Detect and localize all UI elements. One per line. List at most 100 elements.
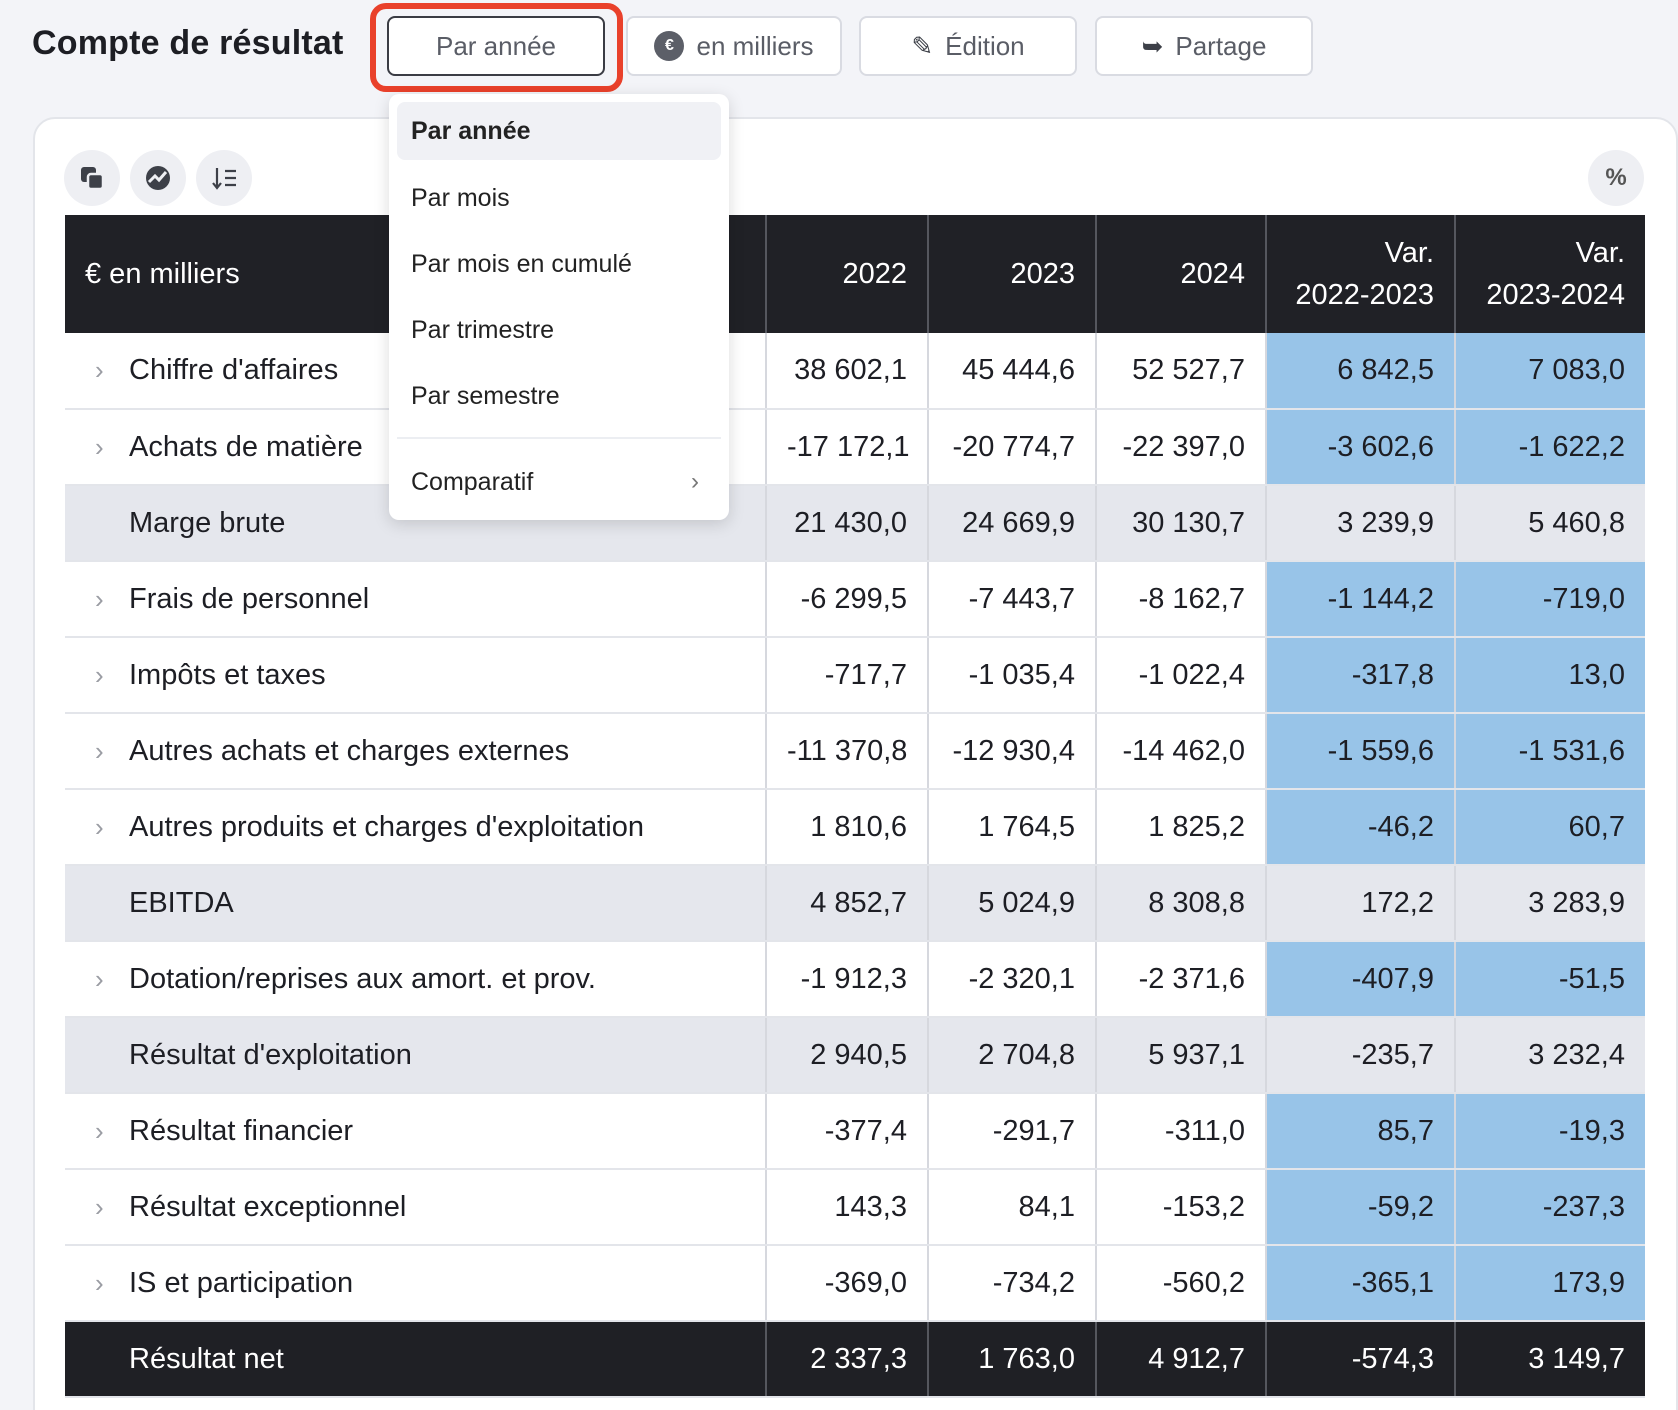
sort-icon: [212, 168, 236, 190]
cell-variance: 3 232,4: [1455, 1017, 1645, 1094]
row-label: Autres produits et charges d'exploitatio…: [129, 810, 644, 843]
period-dropdown-button[interactable]: Par année: [387, 16, 605, 76]
cell-value: 1 825,2: [1096, 789, 1267, 866]
table-row[interactable]: › Frais de personnel -6 299,5 -7 443,7 -8…: [65, 561, 1645, 638]
cell-value: -20 774,7: [928, 409, 1097, 486]
cell-value: 2 704,8: [928, 1017, 1097, 1094]
chevron-right-icon[interactable]: ›: [95, 355, 104, 385]
menu-item-par-semestre[interactable]: Par semestre: [411, 381, 560, 410]
table-row[interactable]: › Résultat financier -377,4 -291,7 -311,0…: [65, 1093, 1645, 1170]
table-row[interactable]: › IS et participation -369,0 -734,2 -560,…: [65, 1245, 1645, 1322]
cell-value: 30 130,7: [1096, 485, 1267, 562]
unit-button[interactable]: € en milliers: [626, 16, 842, 76]
cell-variance: -51,5: [1455, 941, 1645, 1018]
table-row[interactable]: › Autres achats et charges externes -11 3…: [65, 713, 1645, 790]
menu-item-par-mois[interactable]: Par mois: [411, 183, 510, 212]
cell-value: -1 035,4: [928, 637, 1097, 714]
cell-value: -12 930,4: [928, 713, 1097, 790]
cell-value: 38 602,1: [766, 333, 929, 410]
chevron-right-icon[interactable]: ›: [95, 963, 104, 994]
header-2023[interactable]: 2023: [928, 215, 1097, 333]
cell-variance: -1 622,2: [1455, 409, 1645, 486]
cell-value: -11 370,8: [766, 713, 929, 790]
cell-value: -1 912,3: [766, 941, 929, 1018]
cell-variance: 7 083,0: [1455, 333, 1645, 410]
edit-button-label: Édition: [945, 30, 1025, 61]
cell-variance: -1 559,6: [1266, 713, 1456, 790]
header-2022[interactable]: 2022: [766, 215, 929, 333]
cell-value: 8 308,8: [1096, 865, 1267, 942]
header-var-2023-2024[interactable]: Var. 2023-2024: [1455, 215, 1645, 333]
cell-variance: -365,1: [1266, 1245, 1456, 1322]
header-row: € en milliers 2022 2023 2024 Var. 2022-20…: [65, 215, 1645, 333]
row-label: Résultat net: [129, 1342, 284, 1375]
header-2024[interactable]: 2024: [1096, 215, 1267, 333]
chevron-right-icon[interactable]: ›: [95, 431, 104, 462]
cell-value: 4 852,7: [766, 865, 929, 942]
copy-button[interactable]: [64, 150, 120, 206]
cell-value: 1 763,0: [928, 1321, 1097, 1398]
total-row: Résultat net 2 337,3 1 763,0 4 912,7 -57…: [65, 1321, 1645, 1398]
cell-value: -734,2: [928, 1245, 1097, 1322]
cell-value: -153,2: [1096, 1169, 1267, 1246]
cell-value: -2 371,6: [1096, 941, 1267, 1018]
table-row[interactable]: › Chiffre d'affaires 38 602,1 45 444,6 52…: [65, 333, 1645, 410]
chevron-right-icon[interactable]: ›: [95, 1191, 104, 1222]
cell-variance: -1 531,6: [1455, 713, 1645, 790]
cell-value: -8 162,7: [1096, 561, 1267, 638]
chevron-right-icon[interactable]: ›: [95, 659, 104, 690]
row-label: Résultat d'exploitation: [129, 1038, 412, 1071]
row-label: EBITDA: [129, 886, 234, 919]
table-row[interactable]: › Achats de matière -17 172,1 -20 774,7 -…: [65, 409, 1645, 486]
cell-variance: -719,0: [1455, 561, 1645, 638]
cell-variance: 3 283,9: [1455, 865, 1645, 942]
cell-variance: 172,2: [1266, 865, 1456, 942]
cell-value: 84,1: [928, 1169, 1097, 1246]
chart-button[interactable]: [130, 150, 186, 206]
period-dropdown-menu: Par année Par mois Par mois en cumulé Pa…: [389, 94, 729, 520]
row-label: Frais de personnel: [129, 582, 370, 615]
chevron-right-icon[interactable]: ›: [95, 1267, 104, 1298]
chevron-right-icon[interactable]: ›: [95, 811, 104, 842]
comparatif-label: Comparatif: [411, 467, 534, 496]
cell-variance: -235,7: [1266, 1017, 1456, 1094]
page-title: Compte de résultat: [32, 24, 344, 62]
edit-button[interactable]: ✎ Édition: [859, 16, 1077, 76]
chevron-right-icon[interactable]: ›: [95, 583, 104, 614]
income-statement-table: € en milliers 2022 2023 2024 Var. 2022-20…: [65, 215, 1645, 1398]
percent-toggle[interactable]: %: [1588, 150, 1644, 206]
copy-icon: [81, 167, 105, 191]
cell-variance: 173,9: [1455, 1245, 1645, 1322]
header-var-2022-2023[interactable]: Var. 2022-2023: [1266, 215, 1456, 333]
cell-value: -6 299,5: [766, 561, 929, 638]
table-row[interactable]: › Résultat exceptionnel 143,3 84,1 -153,2…: [65, 1169, 1645, 1246]
cell-variance: 5 460,8: [1455, 485, 1645, 562]
chevron-right-icon[interactable]: ›: [95, 1115, 104, 1146]
sort-button[interactable]: [196, 150, 252, 206]
cell-value: -717,7: [766, 637, 929, 714]
cell-value: 21 430,0: [766, 485, 929, 562]
cell-value: -291,7: [928, 1093, 1097, 1170]
period-button-label: Par année: [436, 30, 556, 61]
row-label: Résultat exceptionnel: [129, 1190, 407, 1223]
table-row[interactable]: › Dotation/reprises aux amort. et prov. -…: [65, 941, 1645, 1018]
menu-item-par-annee[interactable]: Par année: [397, 102, 721, 160]
chevron-right-icon: ›: [691, 468, 699, 495]
menu-item-par-mois-cumule[interactable]: Par mois en cumulé: [411, 249, 632, 278]
chevron-right-icon[interactable]: ›: [95, 735, 104, 766]
cell-value: 5 937,1: [1096, 1017, 1267, 1094]
menu-item-par-trimestre[interactable]: Par trimestre: [411, 315, 555, 344]
unit-button-label: en milliers: [696, 30, 814, 61]
subtotal-row: EBITDA 4 852,7 5 024,9 8 308,8 172,2 3 2…: [65, 865, 1645, 942]
menu-item-comparatif[interactable]: Comparatif ›: [397, 453, 721, 511]
cell-value: 2 940,5: [766, 1017, 929, 1094]
cell-value: 52 527,7: [1096, 333, 1267, 410]
row-label: Résultat financier: [129, 1114, 354, 1147]
menu-divider: [397, 437, 721, 439]
pen-icon: ✎: [911, 30, 934, 61]
table-row[interactable]: › Autres produits et charges d'exploitati…: [65, 789, 1645, 866]
table-row[interactable]: › Impôts et taxes -717,7 -1 035,4 -1 022,…: [65, 637, 1645, 714]
cell-variance: -237,3: [1455, 1169, 1645, 1246]
chart-icon: [146, 166, 170, 190]
share-button[interactable]: ➥ Partage: [1095, 16, 1313, 76]
